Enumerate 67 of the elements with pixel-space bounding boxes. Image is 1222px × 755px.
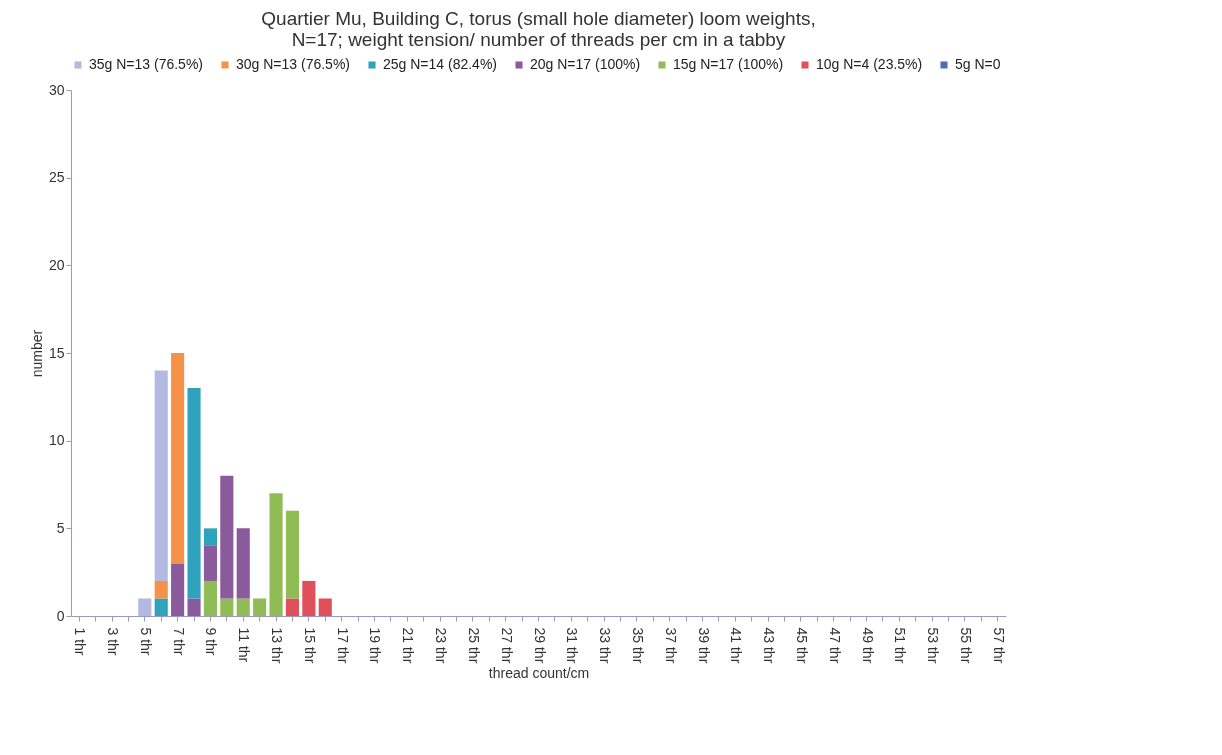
legend-label: 25g N=14 (82.4%) [383, 56, 498, 72]
x-tick-label: 3 thr [105, 627, 122, 656]
x-tick-label: 47 thr [826, 627, 843, 664]
y-tick-label: 15 [48, 344, 65, 361]
x-tick-label: 49 thr [859, 627, 876, 664]
y-tick-label: 30 [48, 81, 65, 98]
bar [236, 598, 250, 616]
legend-label: 5g N=0 [955, 56, 1001, 72]
x-tick-label: 1 thr [72, 627, 89, 656]
x-tick-label: 13 thr [269, 627, 286, 664]
x-tick-label: 23 thr [433, 627, 450, 664]
legend-label: 30g N=13 (76.5%) [236, 56, 351, 72]
bar [154, 370, 168, 581]
x-tick-label: 27 thr [498, 627, 515, 664]
bar [171, 563, 185, 616]
x-tick-label: 29 thr [531, 627, 548, 664]
x-tick-label: 45 thr [793, 627, 810, 664]
bar [154, 580, 168, 599]
x-tick-label: 55 thr [957, 627, 974, 664]
chart-title: Quartier Mu, Building C, torus (small hole diameter) loom weights, N=17; weight tension/ number of threads per cm in a tabby [261, 8, 816, 50]
x-tick-label: 57 thr [990, 627, 1007, 664]
bar [187, 598, 201, 616]
x-axis-title: thread count/cm [488, 665, 590, 682]
y-tick-label: 0 [56, 607, 65, 624]
bar [220, 598, 234, 616]
legend-label: 15g N=17 (100%) [673, 56, 784, 72]
bar [203, 528, 217, 546]
x-tick-label: 7 thr [170, 627, 187, 656]
bar [285, 598, 300, 616]
x-tick-label: 25 thr [465, 627, 482, 664]
bar [154, 598, 168, 616]
legend-label: 20g N=17 (100%) [530, 56, 641, 72]
bar [285, 510, 300, 599]
x-tick-label: 11 thr [236, 627, 253, 663]
y-tick-label: 5 [56, 519, 65, 536]
x-tick-label: 39 thr [695, 627, 712, 664]
y-tick-label: 10 [48, 432, 65, 449]
x-tick-label: 35 thr [629, 627, 646, 664]
y-tick-label: 20 [48, 256, 65, 273]
bar [187, 388, 201, 599]
x-tick-label: 17 thr [334, 627, 351, 664]
bar [203, 580, 217, 616]
bar [220, 475, 234, 599]
x-tick-label: 43 thr [761, 627, 778, 664]
bar [203, 545, 217, 581]
bar [269, 493, 283, 616]
bar [253, 598, 267, 616]
bar [302, 580, 316, 616]
x-tick-label: 37 thr [662, 627, 679, 664]
bar [171, 353, 185, 564]
x-tick-label: 41 thr [728, 627, 745, 664]
legend-label: 35g N=13 (76.5%) [89, 56, 204, 72]
x-tick-label: 15 thr [301, 627, 318, 664]
bar [138, 598, 152, 616]
x-tick-label: 53 thr [925, 627, 942, 664]
x-tick-label: 33 thr [597, 627, 614, 664]
x-tick-label: 9 thr [203, 627, 220, 656]
x-tick-label: 31 thr [564, 627, 581, 664]
x-tick-label: 51 thr [892, 627, 909, 664]
bar [318, 598, 332, 616]
x-tick-label: 19 thr [367, 627, 384, 664]
bar [236, 528, 250, 599]
x-tick-label: 21 thr [400, 627, 417, 664]
y-tick-label: 25 [48, 169, 65, 186]
x-tick-label: 5 thr [137, 627, 154, 656]
legend-label: 10g N=4 (23.5%) [816, 56, 923, 72]
y-axis-title: number [28, 329, 45, 378]
